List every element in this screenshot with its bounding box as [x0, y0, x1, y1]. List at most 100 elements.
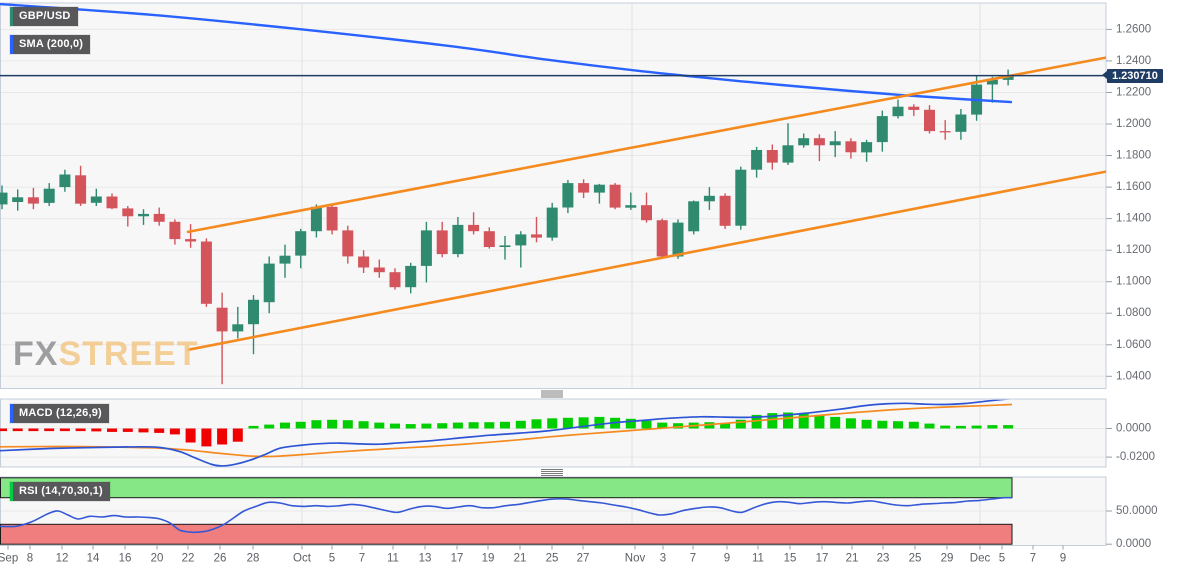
candle-body: [43, 188, 55, 203]
x-tick-label: 25: [909, 553, 922, 565]
x-tick-label: 28: [247, 553, 260, 565]
pane-resize-handle[interactable]: [541, 469, 563, 476]
channel-upper-line[interactable]: [186, 56, 1106, 234]
candle-body: [405, 265, 417, 288]
sma-legend-chip: SMA (200,0): [10, 35, 91, 54]
x-tick-label: 13: [419, 553, 432, 565]
macd-histogram-bar: [217, 428, 228, 445]
x-tick-label: 16: [119, 553, 132, 565]
macd-histogram-bar: [248, 425, 259, 429]
main-pane[interactable]: [0, 2, 1107, 389]
macd-histogram-bar: [311, 420, 322, 429]
sma200-line: [0, 3, 1013, 104]
macd-histogram-bar: [342, 420, 353, 429]
candle-body: [232, 324, 244, 332]
candle-body: [845, 141, 857, 153]
candle-body: [342, 230, 354, 257]
x-tick-label: 17: [816, 553, 829, 565]
x-tick-label: 26: [214, 553, 227, 565]
current-price-label: 1.230710: [1102, 68, 1163, 83]
x-tick-label: 15: [784, 553, 797, 565]
candle-body: [483, 231, 495, 247]
candle-body: [782, 145, 794, 163]
macd-histogram-bar: [327, 419, 338, 429]
rsi-tick-label: 0.0000: [1116, 538, 1151, 550]
candle-body: [0, 192, 8, 205]
pane-resize-handle[interactable]: [541, 390, 563, 398]
candle-body: [1002, 75, 1014, 80]
x-tick-label: 21: [514, 553, 527, 565]
macd-histogram-bar: [657, 422, 668, 429]
macd-histogram-bar: [720, 423, 731, 429]
candle-body: [27, 197, 39, 204]
macd-label: MACD (12,26,9): [19, 407, 102, 419]
channel-lower-line[interactable]: [186, 170, 1106, 352]
x-axis: Sep 8 12 14 16 20 22 26 28 Oct 5 7 11 13 17 19 21 25 27 Nov…: [0, 545, 1066, 565]
x-tick-label: 7: [690, 553, 696, 565]
rsi-tick-label: 50.0000: [1116, 505, 1158, 517]
candle-body: [876, 116, 888, 143]
x-tick-label: 7: [359, 553, 365, 565]
macd-histogram-bar: [814, 414, 825, 429]
price-tick-label: 1.0600: [1116, 339, 1151, 351]
macd-line: [0, 399, 1009, 467]
candle-body: [656, 220, 668, 257]
candle-body: [12, 197, 24, 202]
watermark-fx: FX: [13, 335, 59, 373]
macd-histogram-bar: [955, 425, 966, 429]
x-tick-label: 27: [577, 553, 590, 565]
x-tick-label: 21: [846, 553, 859, 565]
candle-body: [452, 224, 464, 255]
macd-pane[interactable]: [0, 398, 1107, 468]
x-tick-label: 25: [546, 553, 559, 565]
candle-body: [153, 213, 165, 222]
candle-body: [688, 201, 700, 232]
symbol-legend-chip: GBP/USD: [10, 7, 78, 26]
candlestick-series[interactable]: [0, 69, 1014, 385]
macd-accent-bar: [10, 404, 13, 423]
candle-body: [861, 142, 873, 153]
macd-histogram-bar: [437, 423, 448, 429]
price-tick-label: 1.1000: [1116, 276, 1151, 288]
macd-histogram-bar: [452, 422, 463, 429]
sma-label: SMA (200,0): [19, 38, 84, 50]
x-tick-label: 7: [1030, 553, 1036, 565]
candle-body: [326, 206, 338, 231]
macd-histogram-bar: [594, 416, 605, 429]
rsi-legend-chip: RSI (14,70,30,1): [10, 482, 110, 501]
macd-histogram-bar: [358, 421, 369, 429]
candle-body: [310, 206, 322, 232]
candle-body: [279, 255, 291, 264]
candle-body: [468, 224, 480, 232]
candle-body: [263, 263, 275, 303]
candle-body: [892, 106, 904, 117]
price-tick-label: 1.1200: [1116, 244, 1151, 256]
x-tick-label: 19: [482, 553, 495, 565]
price-tick-label: 1.2400: [1116, 55, 1151, 67]
x-tick-label: 5: [999, 553, 1005, 565]
price-tick-label: 1.1600: [1116, 181, 1151, 193]
candle-body: [216, 307, 228, 332]
macd-histogram-bar: [735, 419, 746, 429]
candle-body: [829, 141, 841, 146]
macd-histogram-bar: [421, 423, 432, 429]
macd-histogram-bar: [75, 428, 86, 432]
candle-body: [641, 205, 652, 221]
macd-histogram-bar: [390, 423, 400, 429]
x-tick-label: 11: [387, 553, 399, 565]
macd-histogram-bar: [185, 428, 196, 443]
macd-pane-content: 0.0000 -0.0200: [0, 399, 1155, 467]
price-tick-label: 1.0400: [1116, 370, 1151, 382]
x-tick-label: 22: [182, 553, 195, 565]
candle-body: [185, 239, 197, 242]
x-tick-label: 20: [151, 553, 164, 565]
macd-histogram-bar: [767, 413, 778, 429]
x-tick-label: 11: [752, 553, 764, 565]
candle-body: [719, 195, 731, 226]
macd-histogram-bar: [154, 428, 165, 433]
macd-histogram-bar: [201, 428, 212, 447]
candle-body: [813, 138, 825, 146]
macd-histogram-bar: [169, 428, 180, 435]
